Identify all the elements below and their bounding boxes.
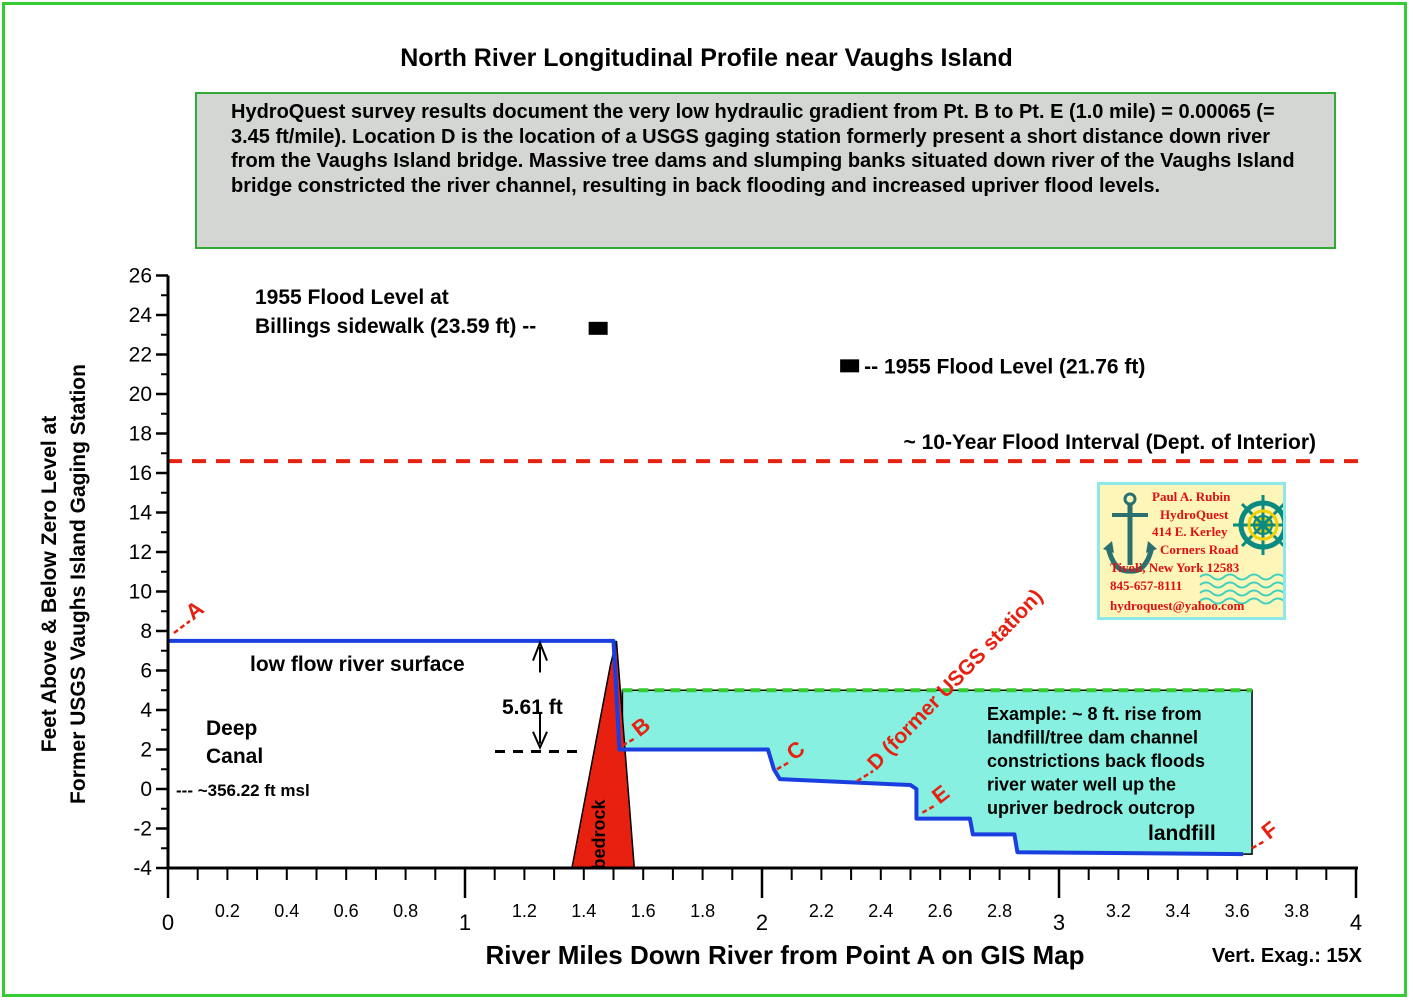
x-major-tick-label: 1 xyxy=(459,910,471,935)
msl-label: --- ~356.22 ft msl xyxy=(176,781,310,800)
drop-arrow-up-head xyxy=(532,640,548,661)
y-tick-label: 12 xyxy=(129,541,152,564)
y-tick-label: 10 xyxy=(129,581,152,604)
flood-marker-billings-label-2: Billings sidewalk (23.59 ft) -- xyxy=(255,315,536,338)
river-surface-line xyxy=(168,638,1244,857)
y-tick-label: 22 xyxy=(129,344,152,367)
deep-canal-label-1: Deep xyxy=(206,717,257,740)
point-d-leader xyxy=(856,770,874,783)
ship-wheel-icon xyxy=(1233,495,1283,555)
stamp-line-company: HydroQuest xyxy=(1160,507,1229,522)
waves-icon xyxy=(1199,573,1283,605)
point-a-leader xyxy=(173,619,191,634)
anchor-icon xyxy=(1103,492,1157,574)
point-c-leader xyxy=(776,760,792,771)
x-minor-tick-label: 0.4 xyxy=(274,901,299,921)
stamp-line-phone: 845-657-8111 xyxy=(1110,578,1183,593)
deep-canal-label-2: Canal xyxy=(206,745,263,768)
vert-exag-label: Vert. Exag.: 15X xyxy=(1212,945,1363,967)
description-box: HydroQuest survey results document the v… xyxy=(195,92,1336,249)
x-major-tick-label: 4 xyxy=(1350,910,1362,935)
flood-marker-billings xyxy=(588,321,608,335)
y-tick-label: 24 xyxy=(129,304,153,327)
example-text-5: upriver bedrock outcrop xyxy=(987,798,1195,818)
x-minor-tick-label: 1.6 xyxy=(631,901,656,921)
flood-marker-1955-label: -- 1955 Flood Level (21.76 ft) xyxy=(864,355,1145,378)
bedrock-label: bedrock xyxy=(589,798,609,869)
y-tick-label: -4 xyxy=(133,857,152,880)
y-tick-label: 26 xyxy=(129,265,152,288)
y-tick-label: -2 xyxy=(133,818,152,841)
example-text-3: constrictions back floods xyxy=(987,751,1205,771)
drop-label: 5.61 ft xyxy=(502,696,563,719)
x-minor-tick-label: 1.8 xyxy=(690,901,715,921)
x-major-tick-label: 0 xyxy=(162,910,174,935)
y-tick-label: 4 xyxy=(140,699,152,722)
stamp-line-name: Paul A. Rubin xyxy=(1152,489,1231,504)
point-a-label: A xyxy=(181,595,209,625)
hydroquest-stamp: Paul A. Rubin HydroQuest 414 E. Kerley C… xyxy=(1097,482,1286,620)
x-major-tick-label: 2 xyxy=(756,910,768,935)
y-tick-label: 0 xyxy=(140,778,152,801)
y-tick-label: 14 xyxy=(129,502,153,525)
point-f-label: F xyxy=(1257,816,1283,844)
x-minor-tick-label: 3.2 xyxy=(1106,901,1131,921)
x-minor-tick-label: 1.4 xyxy=(571,901,596,921)
x-minor-tick-label: 2.8 xyxy=(987,901,1012,921)
drop-arrow-down-head xyxy=(532,731,548,750)
x-minor-tick-label: 1.2 xyxy=(512,901,537,921)
y-tick-label: 20 xyxy=(129,383,152,406)
chart-title: North River Longitudinal Profile near Va… xyxy=(400,44,1013,72)
x-minor-tick-label: 3.6 xyxy=(1225,901,1250,921)
stamp-line-city: Tivoli, New York 12583 xyxy=(1110,560,1240,575)
y-tick-label: 16 xyxy=(129,462,152,485)
x-minor-tick-label: 3.8 xyxy=(1284,901,1309,921)
stamp-graphics xyxy=(1103,492,1283,605)
x-minor-tick-label: 0.2 xyxy=(215,901,240,921)
flood-marker-1955 xyxy=(840,359,860,373)
x-minor-tick-label: 2.6 xyxy=(928,901,953,921)
x-minor-tick-label: 2.2 xyxy=(809,901,834,921)
x-minor-tick-label: 0.8 xyxy=(393,901,418,921)
example-text-4: river water well up the xyxy=(987,775,1176,795)
landfill-label: landfill xyxy=(1148,822,1216,845)
y-tick-label: 6 xyxy=(140,660,152,683)
point-b-leader xyxy=(621,736,638,747)
y-tick-label: 2 xyxy=(140,739,152,762)
stamp-line-email: hydroquest@yahoo.com xyxy=(1110,598,1245,613)
x-minor-tick-label: 3.4 xyxy=(1165,901,1190,921)
y-tick-label: 8 xyxy=(140,620,152,643)
example-text-2: landfill/tree dam channel xyxy=(987,728,1198,748)
x-minor-tick-label: 0.6 xyxy=(334,901,359,921)
example-text-1: Example: ~ 8 ft. rise from xyxy=(987,704,1202,724)
flood-interval-label: ~ 10-Year Flood Interval (Dept. of Inter… xyxy=(904,431,1317,454)
stamp-line-street: 414 E. Kerley xyxy=(1152,524,1228,539)
x-axis-label: River Miles Down River from Point A on G… xyxy=(485,940,1084,970)
x-minor-tick-label: 2.4 xyxy=(868,901,893,921)
point-f-leader xyxy=(1251,839,1267,850)
stamp-line-road: Corners Road xyxy=(1160,542,1239,557)
river-surface-label: low flow river surface xyxy=(250,653,465,676)
flood-marker-billings-label-1: 1955 Flood Level at xyxy=(255,286,449,309)
x-major-tick-label: 3 xyxy=(1053,910,1065,935)
y-tick-label: 18 xyxy=(129,423,152,446)
point-e-leader xyxy=(921,803,938,814)
